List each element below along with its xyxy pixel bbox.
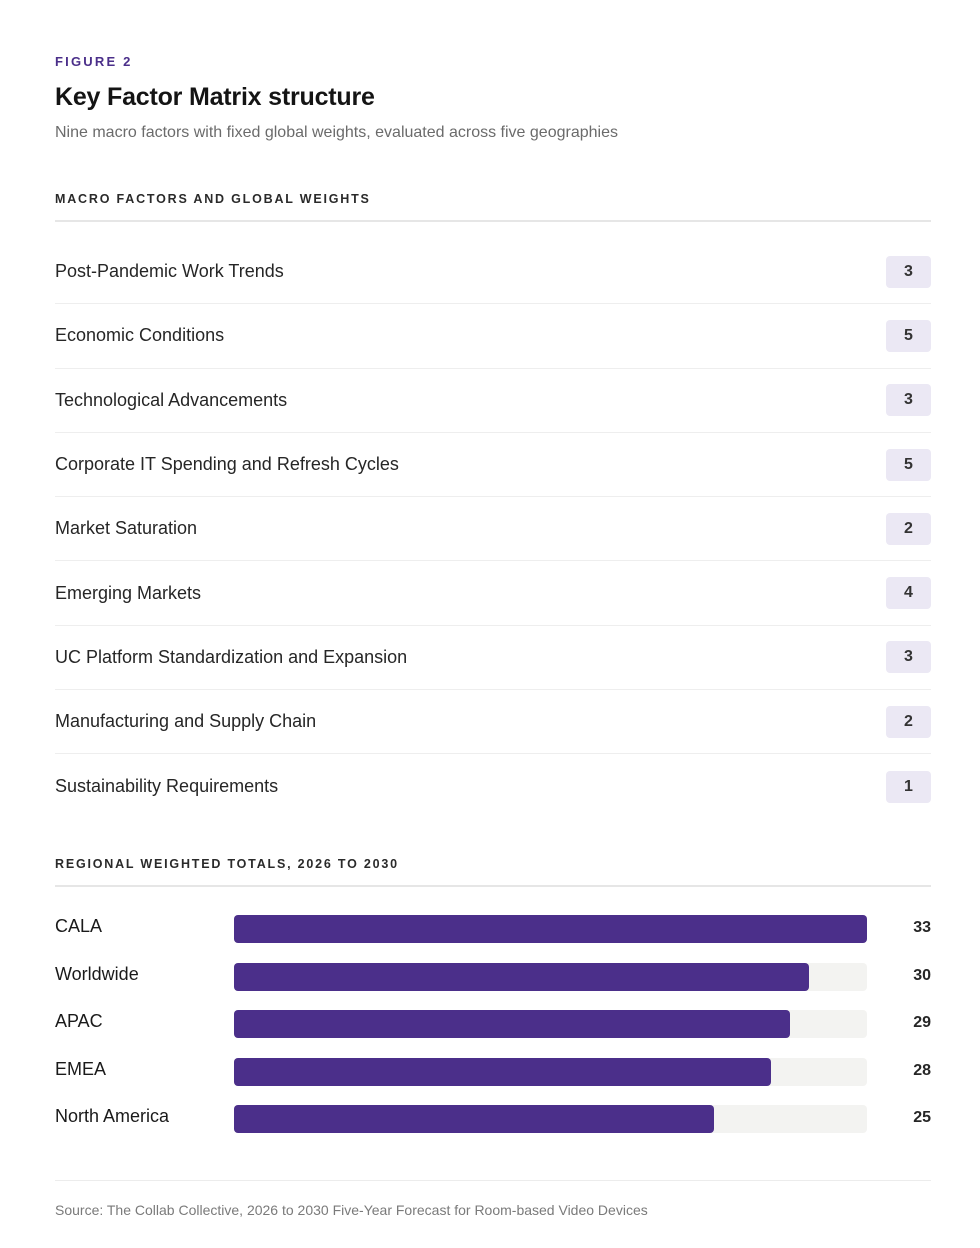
weight-badge: 3: [886, 641, 931, 674]
bar-row: Worldwide 30: [55, 953, 931, 1001]
factor-row: Corporate IT Spending and Refresh Cycles…: [55, 433, 931, 498]
chart-title: Key Factor Matrix structure: [55, 83, 375, 111]
bar-category-label: Worldwide: [55, 963, 139, 984]
bar-category-label: EMEA: [55, 1058, 107, 1079]
factor-row: Post-Pandemic Work Trends 3: [55, 240, 931, 305]
bar-value-label: 33: [913, 919, 931, 936]
bar-value-label: 25: [913, 1109, 931, 1127]
bar-track: [234, 915, 867, 943]
factor-name: Manufacturing and Supply Chain: [55, 711, 317, 732]
bar-value-label: 30: [913, 966, 931, 984]
section-heading-factors: MACRO FACTORS AND GLOBAL WEIGHTS: [55, 192, 931, 222]
bar-track: [234, 1057, 867, 1086]
bar-track: [234, 1105, 867, 1134]
weight-badge: 5: [886, 448, 931, 481]
chart-subtitle: Nine macro factors with fixed global wei…: [55, 124, 618, 141]
bar-track: [234, 962, 867, 991]
factor-name: Sustainability Requirements: [55, 776, 279, 797]
factor-name: Economic Conditions: [55, 325, 225, 346]
weight-badge: 4: [886, 577, 931, 610]
bar-value-label: 29: [913, 1014, 931, 1032]
bar-category-label: North America: [55, 1106, 170, 1127]
factor-row: Emerging Markets 4: [55, 561, 931, 626]
bar: [234, 1010, 791, 1039]
figure-label: FIGURE 2: [55, 54, 133, 69]
factor-name: Technological Advancements: [55, 389, 288, 410]
factor-row: Market Saturation 2: [55, 497, 931, 562]
bar-category-label: APAC: [55, 1011, 103, 1032]
factor-row: Manufacturing and Supply Chain 2: [55, 690, 931, 755]
weight-badge: 2: [886, 512, 931, 545]
factor-row: Economic Conditions 5: [55, 304, 931, 369]
factor-name: Market Saturation: [55, 518, 198, 539]
weight-badge: 1: [886, 770, 931, 803]
weight-badge: 5: [886, 319, 931, 352]
bar-value-label: 28: [913, 1061, 931, 1079]
weight-badge: 2: [886, 705, 931, 738]
bar: [234, 962, 810, 991]
bar-track: [234, 1010, 867, 1039]
factor-name: Post-Pandemic Work Trends: [55, 261, 284, 282]
bar-row: North America 25: [55, 1095, 931, 1143]
weight-badge: 3: [886, 384, 931, 417]
weight-badge: 3: [886, 255, 931, 288]
bar-row: CALA 33: [55, 905, 931, 953]
bar-row: APAC 29: [55, 1000, 931, 1048]
bar: [234, 915, 867, 943]
bar-category-label: CALA: [55, 916, 103, 936]
factor-name: Corporate IT Spending and Refresh Cycles: [55, 454, 399, 475]
region-bar-chart: CALA 33 Worldwide 30 APAC 29 EMEA 28 North Ameri…: [55, 905, 931, 1143]
factor-row: Technological Advancements 3: [55, 369, 931, 433]
factor-table: Post-Pandemic Work Trends 3 Economic Condi…: [55, 240, 931, 819]
factor-row: Sustainability Requirements 1: [55, 754, 931, 818]
factor-name: UC Platform Standardization and Expansio…: [55, 646, 408, 667]
bar-row: EMEA 28: [55, 1048, 931, 1096]
source-note: Source: The Collab Collective, 2026 to 2…: [55, 1202, 648, 1218]
section-heading-regions: REGIONAL WEIGHTED TOTALS, 2026 TO 2030: [55, 857, 931, 887]
footer-divider: [55, 1180, 931, 1181]
factor-row: UC Platform Standardization and Expansio…: [55, 626, 931, 691]
bar: [234, 1057, 772, 1086]
factor-name: Emerging Markets: [55, 582, 202, 603]
bar: [234, 1105, 714, 1134]
